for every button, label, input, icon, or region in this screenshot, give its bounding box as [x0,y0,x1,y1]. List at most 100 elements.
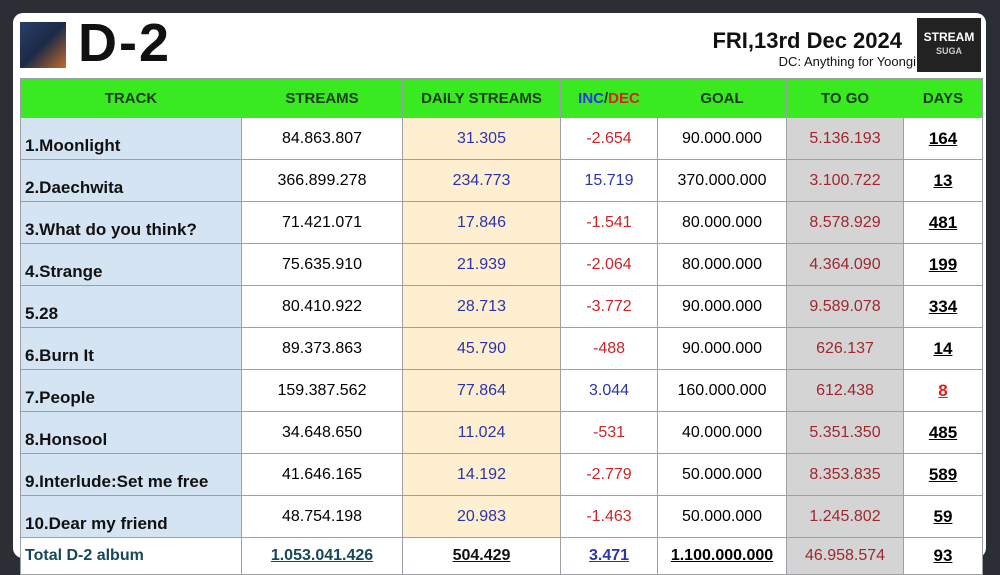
cell: 164 [903,117,983,160]
cell: 8.353.835 [786,453,904,496]
cell: 10.Dear my friend [20,495,242,538]
cell: 14 [903,327,983,370]
header-part: DEC [608,89,640,107]
logo-text: SUGA [935,46,962,56]
logo-text: STREAM [923,30,975,44]
cell: 48.754.198 [241,495,403,538]
row: 9.Interlude:Set me free 41.646.165 14.192-… [20,453,983,496]
cell: 13 [903,159,983,202]
column-header: TRACK [20,78,242,118]
cell: 8.Honsool [20,411,242,454]
cell: 4.364.090 [786,243,904,286]
cell: 3.100.722 [786,159,904,202]
cell: -2.654 [560,117,658,160]
row: 6.Burn It 89.373.863 45.790 -488 90.000.000 6… [20,327,983,370]
album-icon [20,22,66,68]
cell: 89.373.863 [241,327,403,370]
column-header: DAYS [903,78,983,118]
cell: -2.779 [560,453,658,496]
cell: 1.100.000.000 [657,537,787,575]
row: 4.Strange 75.635.910 21.939 -2.064 80.000.00… [20,243,983,286]
cell: 34.648.650 [241,411,403,454]
cell: 84.863.807 [241,117,403,160]
row: 10.Dear my friend 48.754.198 20.983 -1.463 5… [20,495,983,538]
cell: 90.000.000 [657,117,787,160]
cell: 80.000.000 [657,201,787,244]
cell: 31.305 [402,117,561,160]
cell: 59 [903,495,983,538]
cell: 612.438 [786,369,904,412]
cell: 75.635.910 [241,243,403,286]
cell: 159.387.562 [241,369,403,412]
cell: 9.Interlude:Set me free [20,453,242,496]
cell: 3.044 [560,369,658,412]
column-header: TO GO [786,78,904,118]
cell: 334 [903,285,983,328]
cell: 80.000.000 [657,243,787,286]
cell: 9.589.078 [786,285,904,328]
cell: 626.137 [786,327,904,370]
cell: 45.790 [402,327,561,370]
cell: 80.410.922 [241,285,403,328]
column-header: GOAL [657,78,787,118]
header-row: TRACK STREAMS DAILY STREAMS INC/DEC GOAL TO G… [20,78,983,118]
cell: 40.000.000 [657,411,787,454]
cell: 50.000.000 [657,453,787,496]
cell: -3.772 [560,285,658,328]
cell: 5.136.193 [786,117,904,160]
cell: 8 [903,369,983,412]
total-row: Total D-2 album 1.053.041.426 504.429 3.471… [20,537,983,575]
cell: 15.719 [560,159,658,202]
date: FRI,13rd Dec 2024 [712,28,902,53]
cell: 199 [903,243,983,286]
cell: 20.983 [402,495,561,538]
row: 2.Daechwita 366.899.278 234.773 15.719 370.0… [20,159,983,202]
cell: 4.Strange [20,243,242,286]
cell: 589 [903,453,983,496]
cell: 50.000.000 [657,495,787,538]
cell: 1.Moonlight [20,117,242,160]
cell: 46.958.574 [786,537,904,575]
cell: 160.000.000 [657,369,787,412]
cell: 7.People [20,369,242,412]
cell: 41.646.165 [241,453,403,496]
column-header: STREAMS [241,78,403,118]
header-part: INC [578,89,604,107]
header-part: / [604,89,609,107]
cell: 14.192 [402,453,561,496]
cell: 504.429 [402,537,561,575]
title: D-2 [78,13,172,73]
cell: 5.28 [20,285,242,328]
stats-table: TRACK STREAMS DAILY STREAMS INC/DEC GOAL TO G… [20,78,983,575]
cell: Total D-2 album [20,537,242,575]
cell: 6.Burn It [20,327,242,370]
cell: 28.713 [402,285,561,328]
cell: 93 [903,537,983,575]
cell: 90.000.000 [657,327,787,370]
cell: 485 [903,411,983,454]
cell: 71.421.071 [241,201,403,244]
cell: 1.245.802 [786,495,904,538]
cell: 21.939 [402,243,561,286]
cell: 2.Daechwita [20,159,242,202]
cell: 3.What do you think? [20,201,242,244]
cell: 77.864 [402,369,561,412]
cell: 366.899.278 [241,159,403,202]
cell: 8.578.929 [786,201,904,244]
cell: 17.846 [402,201,561,244]
cell: -531 [560,411,658,454]
cell: 90.000.000 [657,285,787,328]
row: 7.People 159.387.562 77.864 3.044 160.000.00… [20,369,983,412]
table-body: 1.Moonlight 84.863.807 31.305 -2.654 90.000.… [20,117,983,575]
cell: 1.053.041.426 [241,537,403,575]
row: 5.28 80.410.922 28.713 -3.772 90.000.000 9.58… [20,285,983,328]
cell: 234.773 [402,159,561,202]
column-header: DAILY STREAMS [402,78,561,118]
cell: -1.541 [560,201,658,244]
row: 8.Honsool 34.648.650 11.024 -531 40.000.000 5… [20,411,983,454]
subtitle: DC: Anything for Yoongi [778,54,916,69]
row: 1.Moonlight 84.863.807 31.305 -2.654 90.000.… [20,117,983,160]
cell: -1.463 [560,495,658,538]
row: 3.What do you think? 71.421.071 17.846 -1.5… [20,201,983,244]
